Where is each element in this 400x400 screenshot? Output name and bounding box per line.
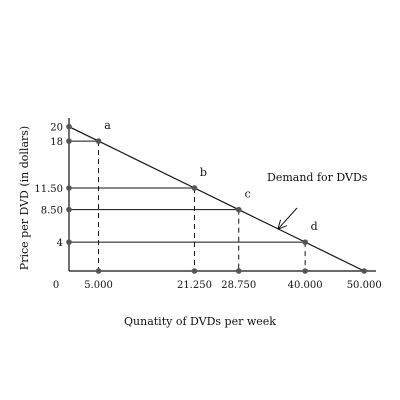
x-tick-label-28.750: 28.750: [221, 280, 256, 291]
y-tick-label-8.50: 8.50: [41, 206, 63, 217]
data-markers: [66, 123, 367, 274]
annotation-arrow: [279, 207, 298, 228]
x-tick-marker-50.000: [361, 268, 367, 274]
point-marker-c: [235, 206, 242, 213]
demand-curve: [68, 126, 365, 272]
point-label-d: d: [311, 220, 318, 233]
point-label-c: c: [245, 188, 251, 201]
y-tick-marker-11.50: [66, 185, 72, 191]
x-tick-label-21.250: 21.250: [177, 280, 212, 291]
point-marker-b: [191, 185, 198, 191]
y-tick-label-4: 4: [57, 238, 63, 249]
x-tick-marker-5.000: [95, 268, 102, 274]
demand-line: [68, 126, 365, 272]
point-marker-d: [302, 239, 308, 245]
guide-lines: [69, 140, 306, 271]
y-tick-label-11.50: 11.50: [34, 184, 63, 195]
x-tick-label-5.000: 5.000: [84, 280, 113, 291]
y-tick-label-18: 18: [50, 137, 63, 148]
x-tick-label-40.000: 40.000: [288, 280, 323, 291]
x-axis-title: Qunatity of DVDs per week: [124, 315, 276, 328]
point-label-a: a: [104, 119, 111, 132]
x-tick-marker-21.250: [191, 268, 198, 274]
axes: [68, 118, 376, 272]
y-tick-marker-18: [66, 138, 72, 144]
y-tick-marker-4: [66, 239, 72, 245]
y-axis-title: Price per DVD (in dollars): [18, 126, 31, 270]
point-label-b: b: [200, 166, 207, 179]
y-tick-marker-8.50: [66, 206, 72, 213]
x-tick-marker-28.750: [235, 268, 242, 274]
point-marker-a: [95, 138, 102, 144]
chart-labels: 20 18 11.50 8.50 4 5.000 21.250 28.750 40.000 50.…: [18, 119, 382, 328]
y-tick-marker-20: [66, 123, 72, 130]
y-tick-label-20: 20: [50, 123, 63, 134]
origin-label: 0: [53, 280, 59, 291]
x-tick-marker-40.000: [302, 268, 308, 274]
demand-annotation: Demand for DVDs: [267, 171, 368, 184]
x-tick-label-50.000: 50.000: [347, 280, 382, 291]
